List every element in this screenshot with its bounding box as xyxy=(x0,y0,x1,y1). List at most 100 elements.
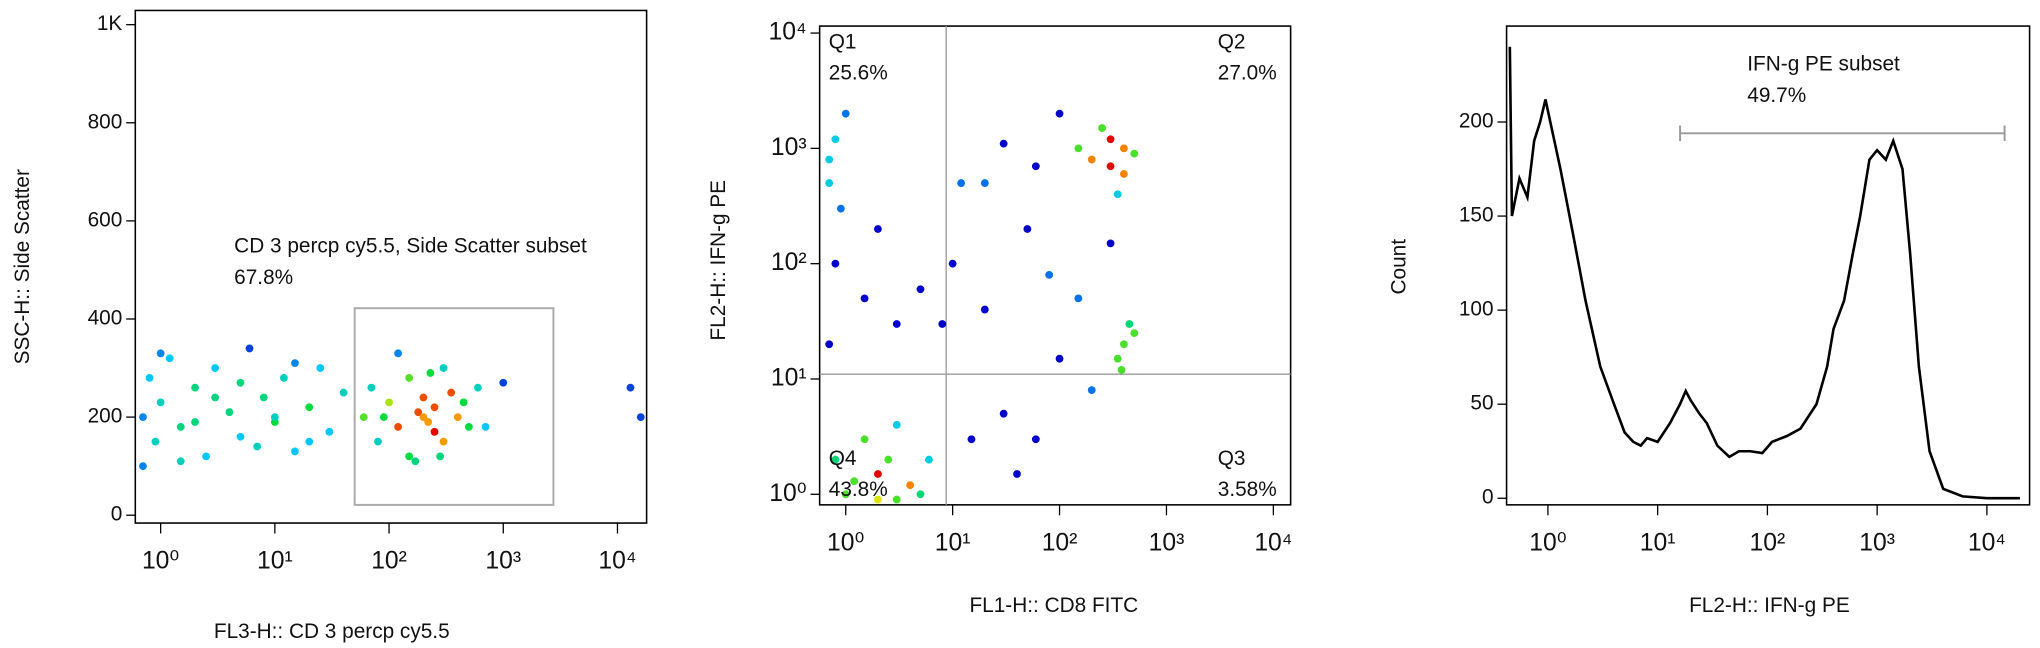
y-tick-label: 0 xyxy=(1482,486,1494,509)
event-dot xyxy=(925,455,933,464)
x-tick-label: 10¹ xyxy=(935,529,971,556)
histogram-line xyxy=(1508,46,2020,500)
event-dot xyxy=(1120,340,1128,349)
event-dot xyxy=(1125,320,1134,328)
annotation: 3.58% xyxy=(1218,478,1277,501)
event-dot xyxy=(191,383,199,392)
event-dot xyxy=(825,179,834,187)
annotation: CD 3 percp cy5.5, Side Scatter subset xyxy=(234,235,587,258)
x-tick-label: 10² xyxy=(371,548,407,575)
event-dot xyxy=(385,398,393,407)
event-dot xyxy=(825,340,834,349)
annotation: 67.8% xyxy=(234,266,293,289)
event-dot xyxy=(374,437,382,446)
event-dot xyxy=(1031,435,1040,444)
event-dot xyxy=(850,477,859,486)
event-dot xyxy=(1098,124,1106,132)
event-dot xyxy=(916,285,925,294)
event-dot xyxy=(236,432,245,441)
event-dot xyxy=(1113,354,1122,363)
event-dot xyxy=(211,364,220,372)
x-tick-label: 10⁴ xyxy=(598,548,636,575)
event-dot xyxy=(225,408,234,417)
y-tick-label: 10³ xyxy=(771,134,807,161)
event-dot xyxy=(1055,354,1064,363)
y-tick-label: 10⁰ xyxy=(769,480,806,507)
event-dot xyxy=(884,455,893,464)
event-dot xyxy=(874,225,882,233)
event-dot xyxy=(938,320,947,328)
y-axis-label: Count xyxy=(1387,239,1410,295)
event-dot xyxy=(139,413,147,422)
y-axis-label: SSC-H:: Side Scatter xyxy=(11,169,34,364)
event-dot xyxy=(874,495,882,504)
event-dot xyxy=(459,398,468,407)
event-dot xyxy=(405,452,414,461)
event-dot xyxy=(339,388,348,397)
x-tick-label: 10² xyxy=(1750,529,1786,556)
gate xyxy=(353,307,555,506)
x-tick-label: 10⁴ xyxy=(1968,529,2006,556)
y-tick-label: 200 xyxy=(88,405,123,428)
event-dot xyxy=(999,409,1008,418)
event-dot xyxy=(906,481,915,490)
event-dot xyxy=(156,398,165,407)
event-dot xyxy=(436,452,445,461)
event-dot xyxy=(1106,135,1115,144)
annotation: 27.0% xyxy=(1218,62,1277,85)
x-tick-label: 10⁰ xyxy=(142,548,179,575)
event-dot xyxy=(1055,109,1064,118)
event-dot xyxy=(957,179,966,187)
x-axis-label: FL2-H:: IFN-g PE xyxy=(1689,594,1850,617)
event-dot xyxy=(481,423,490,431)
event-dot xyxy=(259,393,268,402)
event-dot xyxy=(405,373,414,382)
event-dot xyxy=(967,435,976,444)
y-tick-label: 200 xyxy=(1459,110,1494,133)
event-dot xyxy=(453,413,462,422)
event-dot xyxy=(836,204,845,213)
event-dot xyxy=(316,364,325,372)
event-dot xyxy=(253,442,262,451)
event-dot xyxy=(191,418,199,426)
y-tick-label: 1K xyxy=(97,12,123,35)
event-dot xyxy=(270,413,279,422)
event-dot xyxy=(176,423,185,431)
event-dot xyxy=(439,364,448,372)
event-dot xyxy=(426,369,435,377)
event-dot xyxy=(831,135,840,144)
event-dot xyxy=(156,349,165,358)
event-dot xyxy=(1130,149,1139,158)
event-dot xyxy=(394,423,402,431)
event-dot xyxy=(419,413,428,422)
event-dot xyxy=(1120,170,1128,178)
event-dot xyxy=(291,359,299,368)
annotation: 25.6% xyxy=(829,62,888,85)
event-dot xyxy=(831,259,840,268)
event-dot xyxy=(841,490,850,499)
event-dot xyxy=(636,413,645,422)
y-tick-label: 10⁴ xyxy=(769,19,807,46)
event-dot xyxy=(825,155,834,164)
annotation: Q1 xyxy=(829,30,857,53)
event-dot xyxy=(1087,155,1096,164)
event-dot xyxy=(892,495,901,504)
event-dot xyxy=(379,413,388,422)
plot-frame xyxy=(818,25,1292,506)
event-dot xyxy=(279,373,288,382)
plot-frame xyxy=(134,9,648,524)
event-dot xyxy=(860,294,869,303)
event-dot xyxy=(139,462,147,471)
event-dot xyxy=(211,393,220,402)
y-tick-label: 400 xyxy=(88,306,123,329)
event-dot xyxy=(202,452,210,461)
y-tick-label: 50 xyxy=(1470,392,1493,415)
event-dot xyxy=(176,457,185,466)
event-dot xyxy=(860,435,869,444)
event-dot xyxy=(1113,190,1122,199)
event-dot xyxy=(439,437,448,446)
event-dot xyxy=(424,418,433,426)
event-dot xyxy=(151,437,160,446)
annotation: Q2 xyxy=(1218,30,1246,53)
